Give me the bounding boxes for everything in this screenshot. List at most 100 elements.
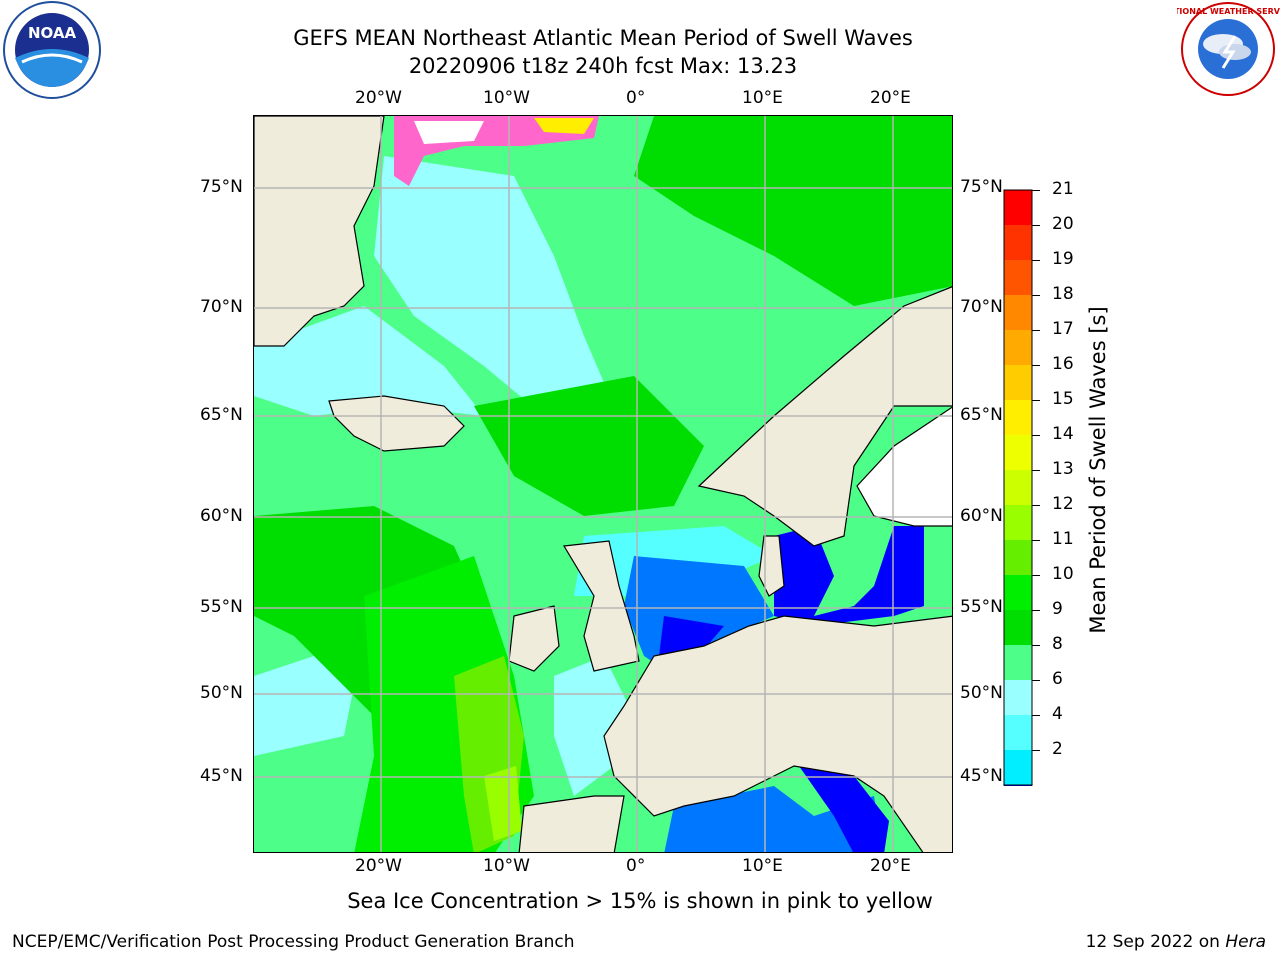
colorbar-segment (1004, 540, 1032, 575)
lat-tick-right: 50°N (960, 683, 1003, 703)
sea-ice-zone (534, 118, 594, 134)
colorbar-segment (1004, 260, 1032, 295)
colorbar-tick-mark (1032, 225, 1040, 226)
lat-tick-right: 65°N (960, 405, 1003, 425)
colorbar-tick-label: 2 (1052, 739, 1063, 759)
swell-zone-blue (664, 786, 884, 852)
colorbar-tick-label: 8 (1052, 634, 1063, 654)
footer-machine: Hera (1225, 932, 1266, 952)
colorbar-tick-label: 6 (1052, 669, 1063, 689)
noaa-logo-icon: NOAA (0, 0, 105, 104)
colorbar-tick-label: 4 (1052, 704, 1063, 724)
lat-tick-left: 70°N (200, 297, 243, 317)
colorbar (1000, 186, 1050, 815)
colorbar-tick-mark (1032, 295, 1040, 296)
land-iceland (328, 395, 465, 452)
colorbar-tick-mark (1032, 715, 1040, 716)
colorbar-tick-mark (1032, 470, 1040, 471)
colorbar-tick-mark (1032, 435, 1040, 436)
colorbar-segment (1004, 295, 1032, 330)
colorbar-tick-mark (1032, 540, 1040, 541)
swell-zone-light-cyan (254, 306, 484, 416)
footer-credit: NCEP/EMC/Verification Post Processing Pr… (12, 932, 575, 952)
colorbar-tick-label: 20 (1052, 214, 1074, 234)
lon-tick-top: 20°E (870, 88, 911, 108)
lon-tick-top: 10°W (483, 88, 530, 108)
lat-tick-right: 75°N (960, 177, 1003, 197)
colorbar-frame (1003, 189, 1033, 786)
colorbar-tick-mark (1032, 190, 1040, 191)
colorbar-tick-mark (1032, 610, 1040, 611)
colorbar-tick-label: 19 (1052, 249, 1074, 269)
lon-tick-bottom: 10°W (483, 856, 530, 876)
footer-date-text: 12 Sep 2022 on (1085, 932, 1226, 952)
colorbar-segment (1004, 400, 1032, 435)
swell-zone-yellow-green (484, 766, 522, 841)
lat-tick-right: 70°N (960, 297, 1003, 317)
colorbar-segment (1004, 225, 1032, 260)
colorbar-tick-mark (1032, 365, 1040, 366)
colorbar-tick-label: 13 (1052, 459, 1074, 479)
colorbar-tick-label: 15 (1052, 389, 1074, 409)
colorbar-tick-label: 17 (1052, 319, 1074, 339)
noaa-logo-text: NOAA (28, 24, 77, 42)
colorbar-segment (1004, 645, 1032, 680)
lon-tick-bottom: 20°W (355, 856, 402, 876)
colorbar-segment (1004, 750, 1032, 785)
swell-period-map (253, 115, 953, 853)
colorbar-segment (1004, 680, 1032, 715)
lat-tick-right: 55°N (960, 597, 1003, 617)
lon-tick-top: 10°E (742, 88, 783, 108)
swell-zone-light-cyan (374, 156, 614, 416)
land-finland-white (856, 406, 952, 527)
nws-logo-text: NATIONAL WEATHER SERVICE (1177, 7, 1280, 16)
lon-tick-bottom: 0° (626, 856, 646, 876)
colorbar-tick-label: 12 (1052, 494, 1074, 514)
lat-tick-left: 65°N (200, 405, 243, 425)
lat-tick-right: 60°N (960, 506, 1003, 526)
colorbar-tick-label: 16 (1052, 354, 1074, 374)
colorbar-segment (1004, 365, 1032, 400)
colorbar-segment (1004, 330, 1032, 365)
colorbar-segment (1004, 435, 1032, 470)
land-europe (603, 615, 952, 852)
colorbar-tick-mark (1032, 575, 1040, 576)
lon-tick-bottom: 20°E (870, 856, 911, 876)
land-greenland (254, 116, 385, 347)
swell-zone-green (634, 116, 952, 306)
colorbar-label: Mean Period of Swell Waves [s] (1086, 306, 1110, 634)
colorbar-tick-label: 9 (1052, 599, 1063, 619)
colorbar-segment (1004, 470, 1032, 505)
colorbar-tick-mark (1032, 330, 1040, 331)
land-great-britain (563, 540, 640, 672)
lon-tick-bottom: 10°E (742, 856, 783, 876)
colorbar-tick-mark (1032, 750, 1040, 751)
colorbar-tick-mark (1032, 680, 1040, 681)
colorbar-segment (1004, 610, 1032, 645)
colorbar-tick-label: 21 (1052, 179, 1074, 199)
swell-zone-green (474, 376, 704, 516)
nws-logo-icon: NATIONAL WEATHER SERVICE (1162, 0, 1280, 104)
lat-tick-left: 60°N (200, 506, 243, 526)
lat-tick-right: 45°N (960, 766, 1003, 786)
colorbar-tick-label: 18 (1052, 284, 1074, 304)
lat-tick-left: 50°N (200, 683, 243, 703)
colorbar-segment (1004, 190, 1032, 225)
colorbar-segment (1004, 505, 1032, 540)
land-iberia (518, 795, 625, 852)
lon-tick-top: 0° (626, 88, 646, 108)
lat-tick-left: 75°N (200, 177, 243, 197)
lat-tick-left: 55°N (200, 597, 243, 617)
colorbar-tick-mark (1032, 505, 1040, 506)
colorbar-segment (1004, 575, 1032, 610)
lon-tick-top: 20°W (355, 88, 402, 108)
lat-tick-left: 45°N (200, 766, 243, 786)
chart-subtitle: 20220906 t18z 240h fcst Max: 13.23 (408, 54, 798, 78)
chart-title: GEFS MEAN Northeast Atlantic Mean Period… (293, 26, 913, 50)
swell-zone-deep-blue (774, 526, 924, 626)
colorbar-tick-mark (1032, 400, 1040, 401)
colorbar-tick-label: 11 (1052, 529, 1074, 549)
sea-ice-note: Sea Ice Concentration > 15% is shown in … (347, 889, 933, 913)
swell-zone-deep-blue (799, 766, 889, 852)
swell-zone-deep-blue (659, 616, 724, 661)
